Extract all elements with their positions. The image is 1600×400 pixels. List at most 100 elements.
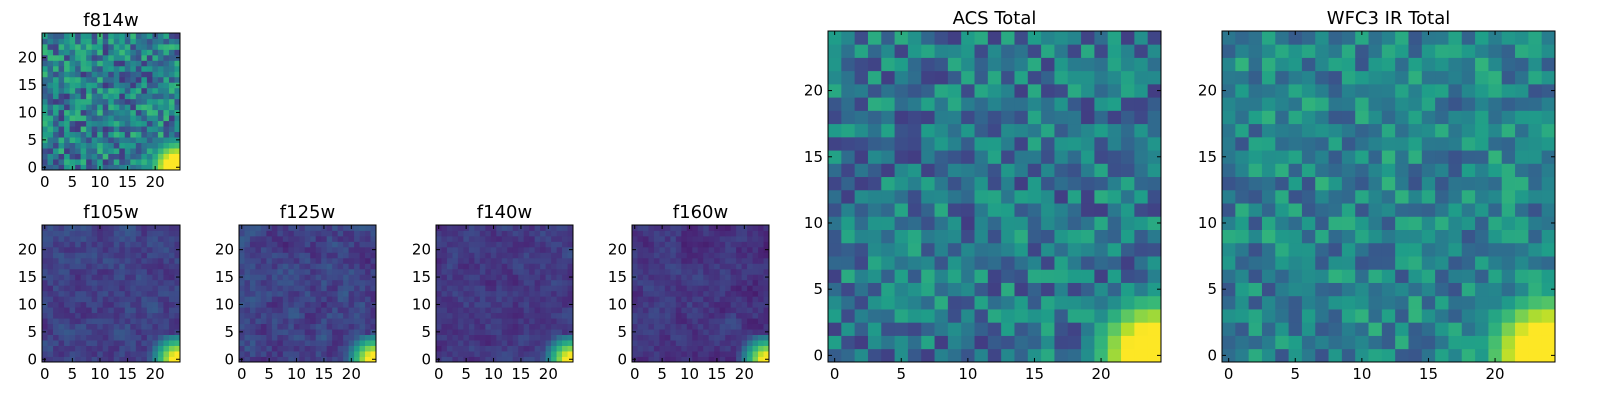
heatmap-cell xyxy=(436,312,442,319)
heatmap-cell xyxy=(1288,348,1303,363)
heatmap-cell xyxy=(681,290,688,297)
heatmap-cell xyxy=(730,225,737,231)
heatmap-cell xyxy=(75,301,82,308)
heatmap-cell xyxy=(463,301,470,308)
heatmap-cell xyxy=(47,148,54,154)
heatmap-cell xyxy=(359,263,366,270)
heatmap-cell xyxy=(135,120,142,127)
heatmap-cell xyxy=(534,296,541,303)
heatmap-cell xyxy=(348,290,355,297)
heatmap-cell xyxy=(304,274,311,281)
heatmap-cell xyxy=(545,329,552,335)
heatmap-cell xyxy=(86,98,93,105)
heatmap-cell xyxy=(894,57,909,72)
heatmap-cell xyxy=(293,235,300,242)
heatmap-cell xyxy=(1541,123,1556,138)
heatmap-cell xyxy=(501,274,508,281)
heatmap-cell xyxy=(1081,348,1095,363)
heatmap-cell xyxy=(934,282,949,297)
heatmap-cell xyxy=(146,98,153,105)
heatmap-cell xyxy=(1328,229,1343,244)
heatmap-cell xyxy=(58,307,65,314)
heatmap-cell xyxy=(42,153,48,160)
heatmap-cell xyxy=(540,246,546,253)
heatmap-cell xyxy=(1094,256,1109,270)
heatmap-cell xyxy=(152,142,159,149)
heatmap-cell xyxy=(496,340,503,346)
heatmap-cell xyxy=(1461,269,1476,283)
heatmap-cell xyxy=(1134,348,1149,363)
heatmap-cell xyxy=(736,356,742,363)
heatmap-cell xyxy=(97,60,104,67)
heatmap-cell xyxy=(1448,203,1463,217)
heatmap-cell xyxy=(1341,242,1356,257)
heatmap-cell xyxy=(1341,97,1356,111)
heatmap-cell xyxy=(97,285,104,292)
heatmap-cell xyxy=(664,252,671,259)
heatmap-cell xyxy=(697,257,704,264)
heatmap-cell xyxy=(135,115,142,122)
heatmap-cell xyxy=(474,246,481,253)
heatmap-cell xyxy=(152,323,159,330)
heatmap-cell xyxy=(642,340,649,346)
heatmap-cell xyxy=(146,137,153,143)
heatmap-cell xyxy=(135,351,142,357)
heatmap-cell xyxy=(457,318,464,325)
heatmap-cell xyxy=(1488,203,1503,217)
heatmap-cell xyxy=(446,340,453,346)
heatmap-cell xyxy=(1435,242,1449,257)
heatmap-cell xyxy=(463,318,470,325)
heatmap-cell xyxy=(146,60,153,67)
heatmap-cell xyxy=(496,323,503,330)
heatmap-cell xyxy=(1235,216,1250,230)
heatmap-cell xyxy=(168,148,175,154)
heatmap-cell xyxy=(828,335,842,350)
heatmap-cell xyxy=(468,334,475,341)
y-tick-label: 0 xyxy=(27,158,37,176)
heatmap-cell xyxy=(947,256,962,270)
heatmap-cell xyxy=(152,60,159,67)
heatmap-cell xyxy=(97,263,104,270)
heatmap-cell xyxy=(1395,31,1409,45)
heatmap-cell xyxy=(1121,309,1135,323)
heatmap-cell xyxy=(119,43,126,50)
heatmap-cell xyxy=(80,126,87,133)
heatmap-cell xyxy=(249,301,256,308)
heatmap-cell xyxy=(523,230,530,237)
heatmap-cell xyxy=(141,340,148,346)
heatmap-cell xyxy=(42,131,48,138)
heatmap-cell xyxy=(987,136,1002,151)
heatmap-cell xyxy=(725,301,732,308)
heatmap-cell xyxy=(961,309,975,323)
heatmap-cell xyxy=(108,356,115,363)
heatmap-cell xyxy=(102,318,109,325)
heatmap-cell xyxy=(686,268,693,275)
heatmap-cell xyxy=(1041,110,1055,125)
heatmap-cell xyxy=(1301,242,1316,257)
heatmap-cell xyxy=(91,318,98,325)
heatmap-cell xyxy=(1054,189,1069,204)
heatmap-cell xyxy=(348,268,355,275)
heatmap-cell xyxy=(141,93,148,100)
heatmap-cell xyxy=(490,246,497,253)
heatmap-cell xyxy=(348,312,355,319)
x-tick-label: 15 xyxy=(707,365,726,383)
heatmap-cell xyxy=(1341,309,1356,323)
heatmap-cell xyxy=(1341,189,1356,204)
heatmap-cell xyxy=(53,279,59,286)
heatmap-cell xyxy=(130,263,137,270)
heatmap-cell xyxy=(708,290,715,297)
heatmap-cell xyxy=(102,115,109,122)
heatmap-cell xyxy=(1501,269,1516,283)
heatmap-cell xyxy=(69,76,76,83)
heatmap-cell xyxy=(457,351,464,357)
heatmap-cell xyxy=(1448,150,1463,164)
heatmap-cell xyxy=(934,44,949,58)
heatmap-cell xyxy=(326,329,333,335)
heatmap-cell xyxy=(881,136,895,151)
heatmap-cell xyxy=(69,230,76,237)
heatmap-cell xyxy=(113,279,120,286)
heatmap-cell xyxy=(1328,44,1343,58)
heatmap-cell xyxy=(174,290,181,297)
heatmap-cell xyxy=(53,159,59,165)
